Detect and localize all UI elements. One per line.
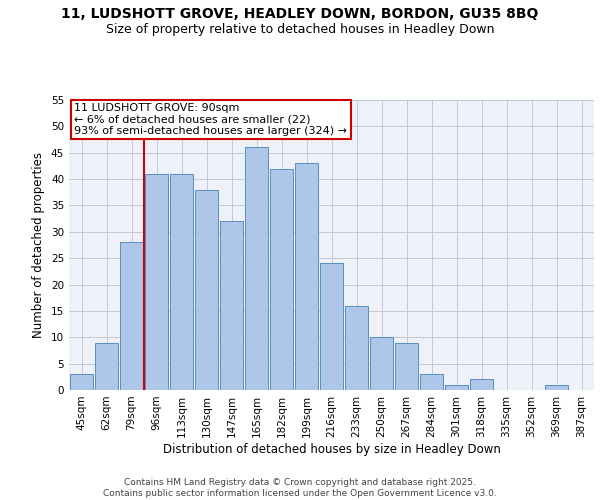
- Bar: [344, 306, 368, 390]
- Text: 11, LUDSHOTT GROVE, HEADLEY DOWN, BORDON, GU35 8BQ: 11, LUDSHOTT GROVE, HEADLEY DOWN, BORDON…: [61, 8, 539, 22]
- Bar: [119, 242, 143, 390]
- X-axis label: Distribution of detached houses by size in Headley Down: Distribution of detached houses by size …: [163, 442, 500, 456]
- Bar: [70, 374, 94, 390]
- Text: Size of property relative to detached houses in Headley Down: Size of property relative to detached ho…: [106, 22, 494, 36]
- Text: 11 LUDSHOTT GROVE: 90sqm
← 6% of detached houses are smaller (22)
93% of semi-de: 11 LUDSHOTT GROVE: 90sqm ← 6% of detache…: [74, 103, 347, 136]
- Bar: [220, 222, 244, 390]
- Bar: [245, 148, 268, 390]
- Text: Contains HM Land Registry data © Crown copyright and database right 2025.
Contai: Contains HM Land Registry data © Crown c…: [103, 478, 497, 498]
- Bar: [269, 168, 293, 390]
- Bar: [170, 174, 193, 390]
- Bar: [320, 264, 343, 390]
- Bar: [470, 380, 493, 390]
- Bar: [395, 342, 418, 390]
- Bar: [194, 190, 218, 390]
- Bar: [370, 338, 394, 390]
- Bar: [95, 342, 118, 390]
- Y-axis label: Number of detached properties: Number of detached properties: [32, 152, 46, 338]
- Bar: [419, 374, 443, 390]
- Bar: [445, 384, 469, 390]
- Bar: [145, 174, 169, 390]
- Bar: [295, 164, 319, 390]
- Bar: [545, 384, 568, 390]
